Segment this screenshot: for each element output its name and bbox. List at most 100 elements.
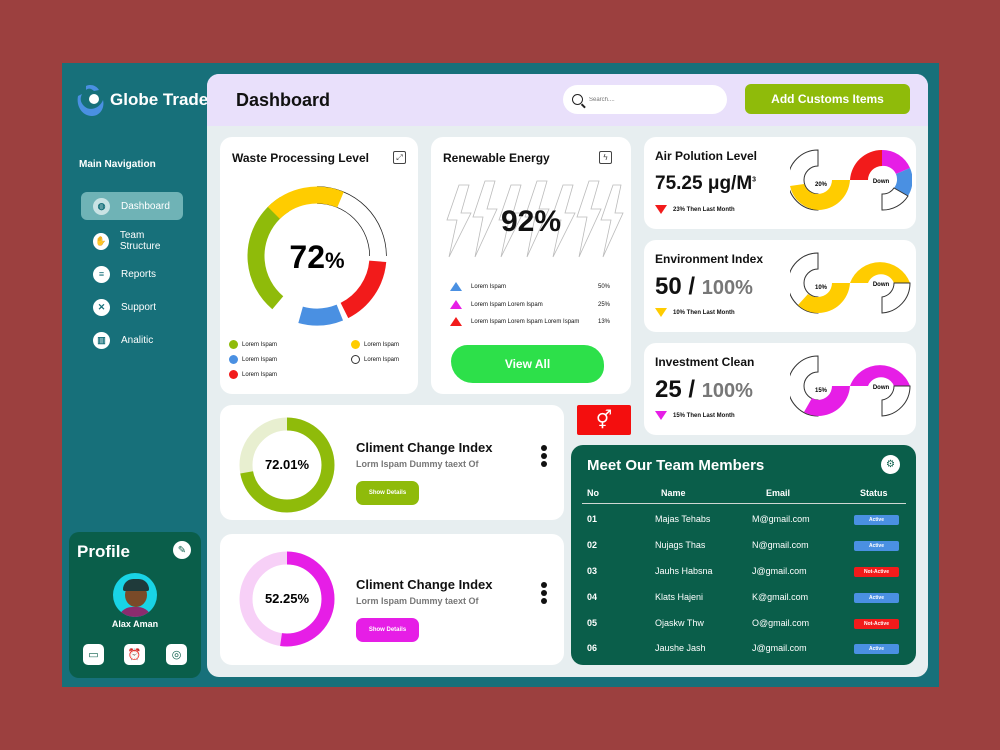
energy-row: Lorem Ispam 50% [450,282,610,291]
legend-item: Lorem Ispam [229,355,277,364]
climate-index-card: 72.01% Climent Change Index Lorm Ispam D… [220,405,564,520]
avatar[interactable] [113,573,157,617]
environment-gauge: 10% Down [790,252,911,314]
row-name: Klats Hajeni [655,592,704,602]
show-details-button[interactable]: Show Details [356,481,419,505]
nav-title: Main Navigation [79,159,156,170]
status-badge: Active [854,593,899,603]
progress-arc [239,551,335,647]
waste-processing-card: Waste Processing Level ⤢ 72% Lorem Ispam… [220,137,418,394]
expand-icon[interactable]: ⤢ [393,151,406,164]
folder-icon[interactable]: ▭ [83,644,104,665]
search-box[interactable] [563,85,727,114]
app-name: Globe Trade [110,90,209,109]
stat-title: Air Polution Level [655,149,758,163]
team-members-card: Meet Our Team Members ⚙ No Name Email St… [571,445,916,665]
stat-trend: 23% Then Last Month [655,205,735,214]
row-no: 03 [587,566,598,576]
sidebar-item-support[interactable]: ✕ Support [81,293,183,321]
edit-icon[interactable]: ✎ [173,541,191,559]
climate-index-donut: 72.01% [239,417,335,513]
settings-icon[interactable]: ⚙ [881,455,900,474]
index-value: 52.25% [265,591,310,606]
index-title: Climent Change Index [356,577,493,592]
list-icon: ≡ [93,265,110,283]
gauge-left-label: 10% [815,285,828,291]
sidebar-item-label: Analitic [121,334,154,346]
stat-value: 25 / 100% [655,376,753,403]
renewable-energy-card: Renewable Energy ϟ 92% Lorem Ispam 50% Lo… [431,137,631,394]
column-header: Name [661,488,686,498]
bolt-icon[interactable]: ϟ [599,151,612,164]
sidebar-item-dashboard[interactable]: ◍ Dashboard [81,192,183,220]
divider [582,503,906,504]
gauge-left-label: 15% [815,388,828,394]
card-title: Waste Processing Level [232,151,369,165]
index-value: 72.01% [265,457,310,472]
sidebar-item-reports[interactable]: ≡ Reports [81,260,183,288]
logo[interactable]: Globe Trade [72,82,208,118]
alarm-icon[interactable]: ⏰ [124,644,145,665]
row-no: 04 [587,592,598,602]
status-badge: Active [854,644,899,654]
legend-item: Lorem Ispam [351,355,399,364]
index-subtitle: Lorm Ispam Dummy taext Of [356,596,479,606]
globe-logo-icon [77,85,104,116]
profile-card: Profile ✎ Alax Aman ▭ ⏰ ◎ [69,532,201,678]
view-all-button[interactable]: View All [451,345,604,383]
row-no: 05 [587,618,598,628]
row-name: Jauhs Habsna [655,566,713,576]
status-badge: Active [854,515,899,525]
legend-item: Lorem Ispam [351,340,399,349]
gauge-right-label: Down [873,282,890,288]
row-email: J@gmail.com [752,566,807,576]
air-pollution-gauge: 20% Down [790,149,912,211]
gender-icon-button[interactable]: ⚥ [577,405,631,435]
profile-name: Alax Aman [111,619,159,629]
row-email: K@gmail.com [752,592,809,602]
index-subtitle: Lorm Ispam Dummy taext Of [356,459,479,469]
profile-title: Profile [77,542,130,561]
row-no: 02 [587,540,598,550]
row-email: N@gmail.com [752,540,809,550]
globe-icon: ◍ [93,197,110,215]
sidebar-item-label: Support [121,301,157,313]
sidebar-item-label: Reports [121,268,157,280]
climate-index-donut: 52.25% [239,551,335,647]
row-name: Ojaskw Thw [655,618,704,628]
card-title: Renewable Energy [443,151,550,165]
sidebar-item-analitic[interactable]: ▥ Analitic [81,326,183,354]
search-icon [572,94,583,105]
more-icon[interactable] [541,445,547,469]
status-badge: Not-Active [854,619,899,629]
header: Dashboard Add Customs Items [207,74,928,126]
fingerprint-icon[interactable]: ◎ [166,644,187,665]
waste-value: 72 [289,239,325,275]
bar-chart-icon: ▥ [93,331,110,349]
more-icon[interactable] [541,582,547,606]
row-name: Majas Tehabs [655,514,711,524]
stat-trend: 10% Then Last Month [655,308,735,317]
column-header: Status [860,488,888,498]
gauge-left-label: 20% [815,182,828,188]
sidebar-item-label: Dashboard [121,200,170,212]
status-badge: Active [854,541,899,551]
team-title: Meet Our Team Members [587,457,765,474]
add-customs-items-button[interactable]: Add Customs Items [745,84,910,114]
progress-arc [239,417,335,513]
sidebar-item-team-structure[interactable]: ✋ Team Structure [81,227,183,255]
page-title: Dashboard [236,90,331,110]
show-details-button[interactable]: Show Details [356,618,419,642]
search-input[interactable] [589,96,709,103]
renewable-value: 92% [500,205,562,238]
stat-title: Investment Clean [655,355,755,369]
air-pollution-card: Air Polution Level 75.25 μg/M3 23% Then … [644,137,916,229]
column-header: Email [766,488,791,498]
index-title: Climent Change Index [356,440,493,455]
stat-value: 50 / 100% [655,273,753,300]
energy-row: Lorem Ispam Lorem Ispam 25% [450,300,610,309]
environment-index-card: Environment Index 50 / 100% 10% Then Las… [644,240,916,332]
gauge-right-label: Down [873,179,890,185]
stat-trend: 15% Then Last Month [655,411,735,420]
row-no: 01 [587,514,598,524]
